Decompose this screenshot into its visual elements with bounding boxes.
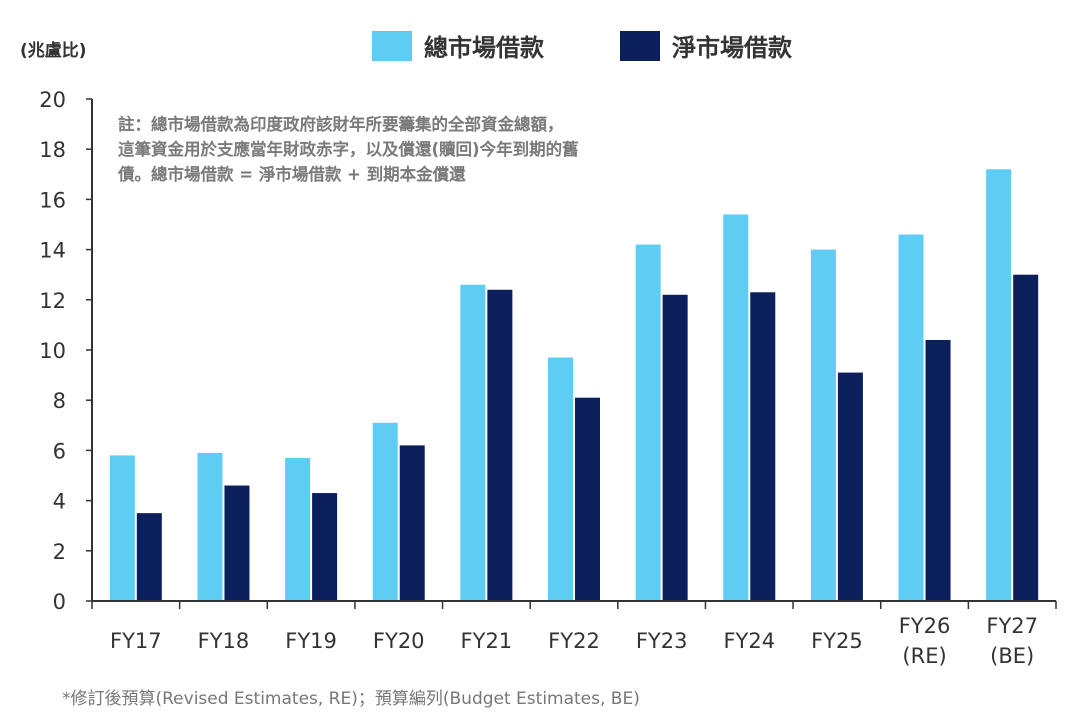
legend-swatch-net	[620, 30, 660, 61]
x-tick-label: (BE)	[990, 644, 1034, 668]
bar-net	[224, 485, 250, 601]
bar-gross	[197, 452, 223, 601]
y-tick-label: 18	[39, 138, 66, 162]
x-tick-label: FY23	[636, 629, 688, 653]
y-tick-label: 2	[53, 540, 66, 564]
bar-net	[837, 372, 863, 601]
y-tick-label: 16	[39, 188, 66, 212]
bar-net	[662, 294, 688, 601]
y-tick-label: 20	[39, 88, 66, 112]
legend-label-net: 淨市場借款	[672, 34, 792, 62]
x-tick-label: FY22	[548, 629, 600, 653]
x-tick-label: FY20	[373, 629, 425, 653]
bar-net	[575, 397, 600, 601]
bar-net	[1013, 274, 1039, 601]
bar-net	[399, 445, 425, 601]
bar-net	[487, 289, 513, 601]
bar-gross	[810, 249, 836, 601]
legend-item-gross: 總市場借款	[372, 28, 544, 63]
chart-note-line: 註：總市場借款為印度政府該財年所要籌集的全部資金總額，	[118, 115, 564, 134]
bar-gross	[109, 455, 135, 601]
x-tick-label: FY24	[723, 629, 775, 653]
bar-gross	[285, 457, 311, 601]
x-tick-label: FY17	[110, 629, 162, 653]
bar-gross	[372, 422, 398, 601]
bar-net	[925, 339, 951, 601]
legend-label-gross: 總市場借款	[424, 34, 544, 62]
bar-gross	[635, 244, 661, 601]
bar-net	[312, 493, 338, 601]
chart-note: 註：總市場借款為印度政府該財年所要籌集的全部資金總額， 這筆資金用於支應當年財政…	[118, 112, 718, 187]
x-tick-label: FY21	[461, 629, 513, 653]
y-tick-label: 10	[39, 339, 66, 363]
y-tick-label: 12	[39, 289, 66, 313]
x-tick-label: FY26	[899, 614, 951, 638]
chart-note-line: 債。總市場借款 = 淨市場借款 + 到期本金償還	[118, 165, 466, 184]
y-tick-label: 0	[53, 590, 66, 614]
bar-gross	[548, 357, 573, 601]
legend-swatch-gross	[372, 30, 412, 61]
footnote: *修訂後預算(Revised Estimates, RE)；預算編列(Budge…	[62, 689, 640, 709]
x-tick-label: FY19	[285, 629, 337, 653]
x-tick-label: FY27	[986, 614, 1038, 638]
bar-gross	[723, 214, 749, 601]
legend-item-net: 淨市場借款	[620, 28, 792, 63]
y-tick-label: 14	[39, 239, 66, 263]
chart-note-line: 這筆資金用於支應當年財政赤字，以及償還(贖回)今年到期的舊	[118, 140, 579, 159]
bar-gross	[898, 234, 924, 602]
x-tick-label: FY18	[198, 629, 250, 653]
bar-gross	[460, 284, 486, 601]
y-tick-label: 6	[53, 439, 66, 463]
x-tick-label: (RE)	[902, 644, 946, 668]
y-axis-unit-label: (兆盧比)	[20, 41, 87, 61]
y-tick-label: 8	[53, 389, 66, 413]
bar-net	[750, 292, 776, 601]
y-tick-label: 4	[53, 490, 66, 514]
bar-gross	[986, 169, 1012, 601]
x-tick-label: FY25	[811, 629, 863, 653]
bar-net	[136, 513, 162, 601]
